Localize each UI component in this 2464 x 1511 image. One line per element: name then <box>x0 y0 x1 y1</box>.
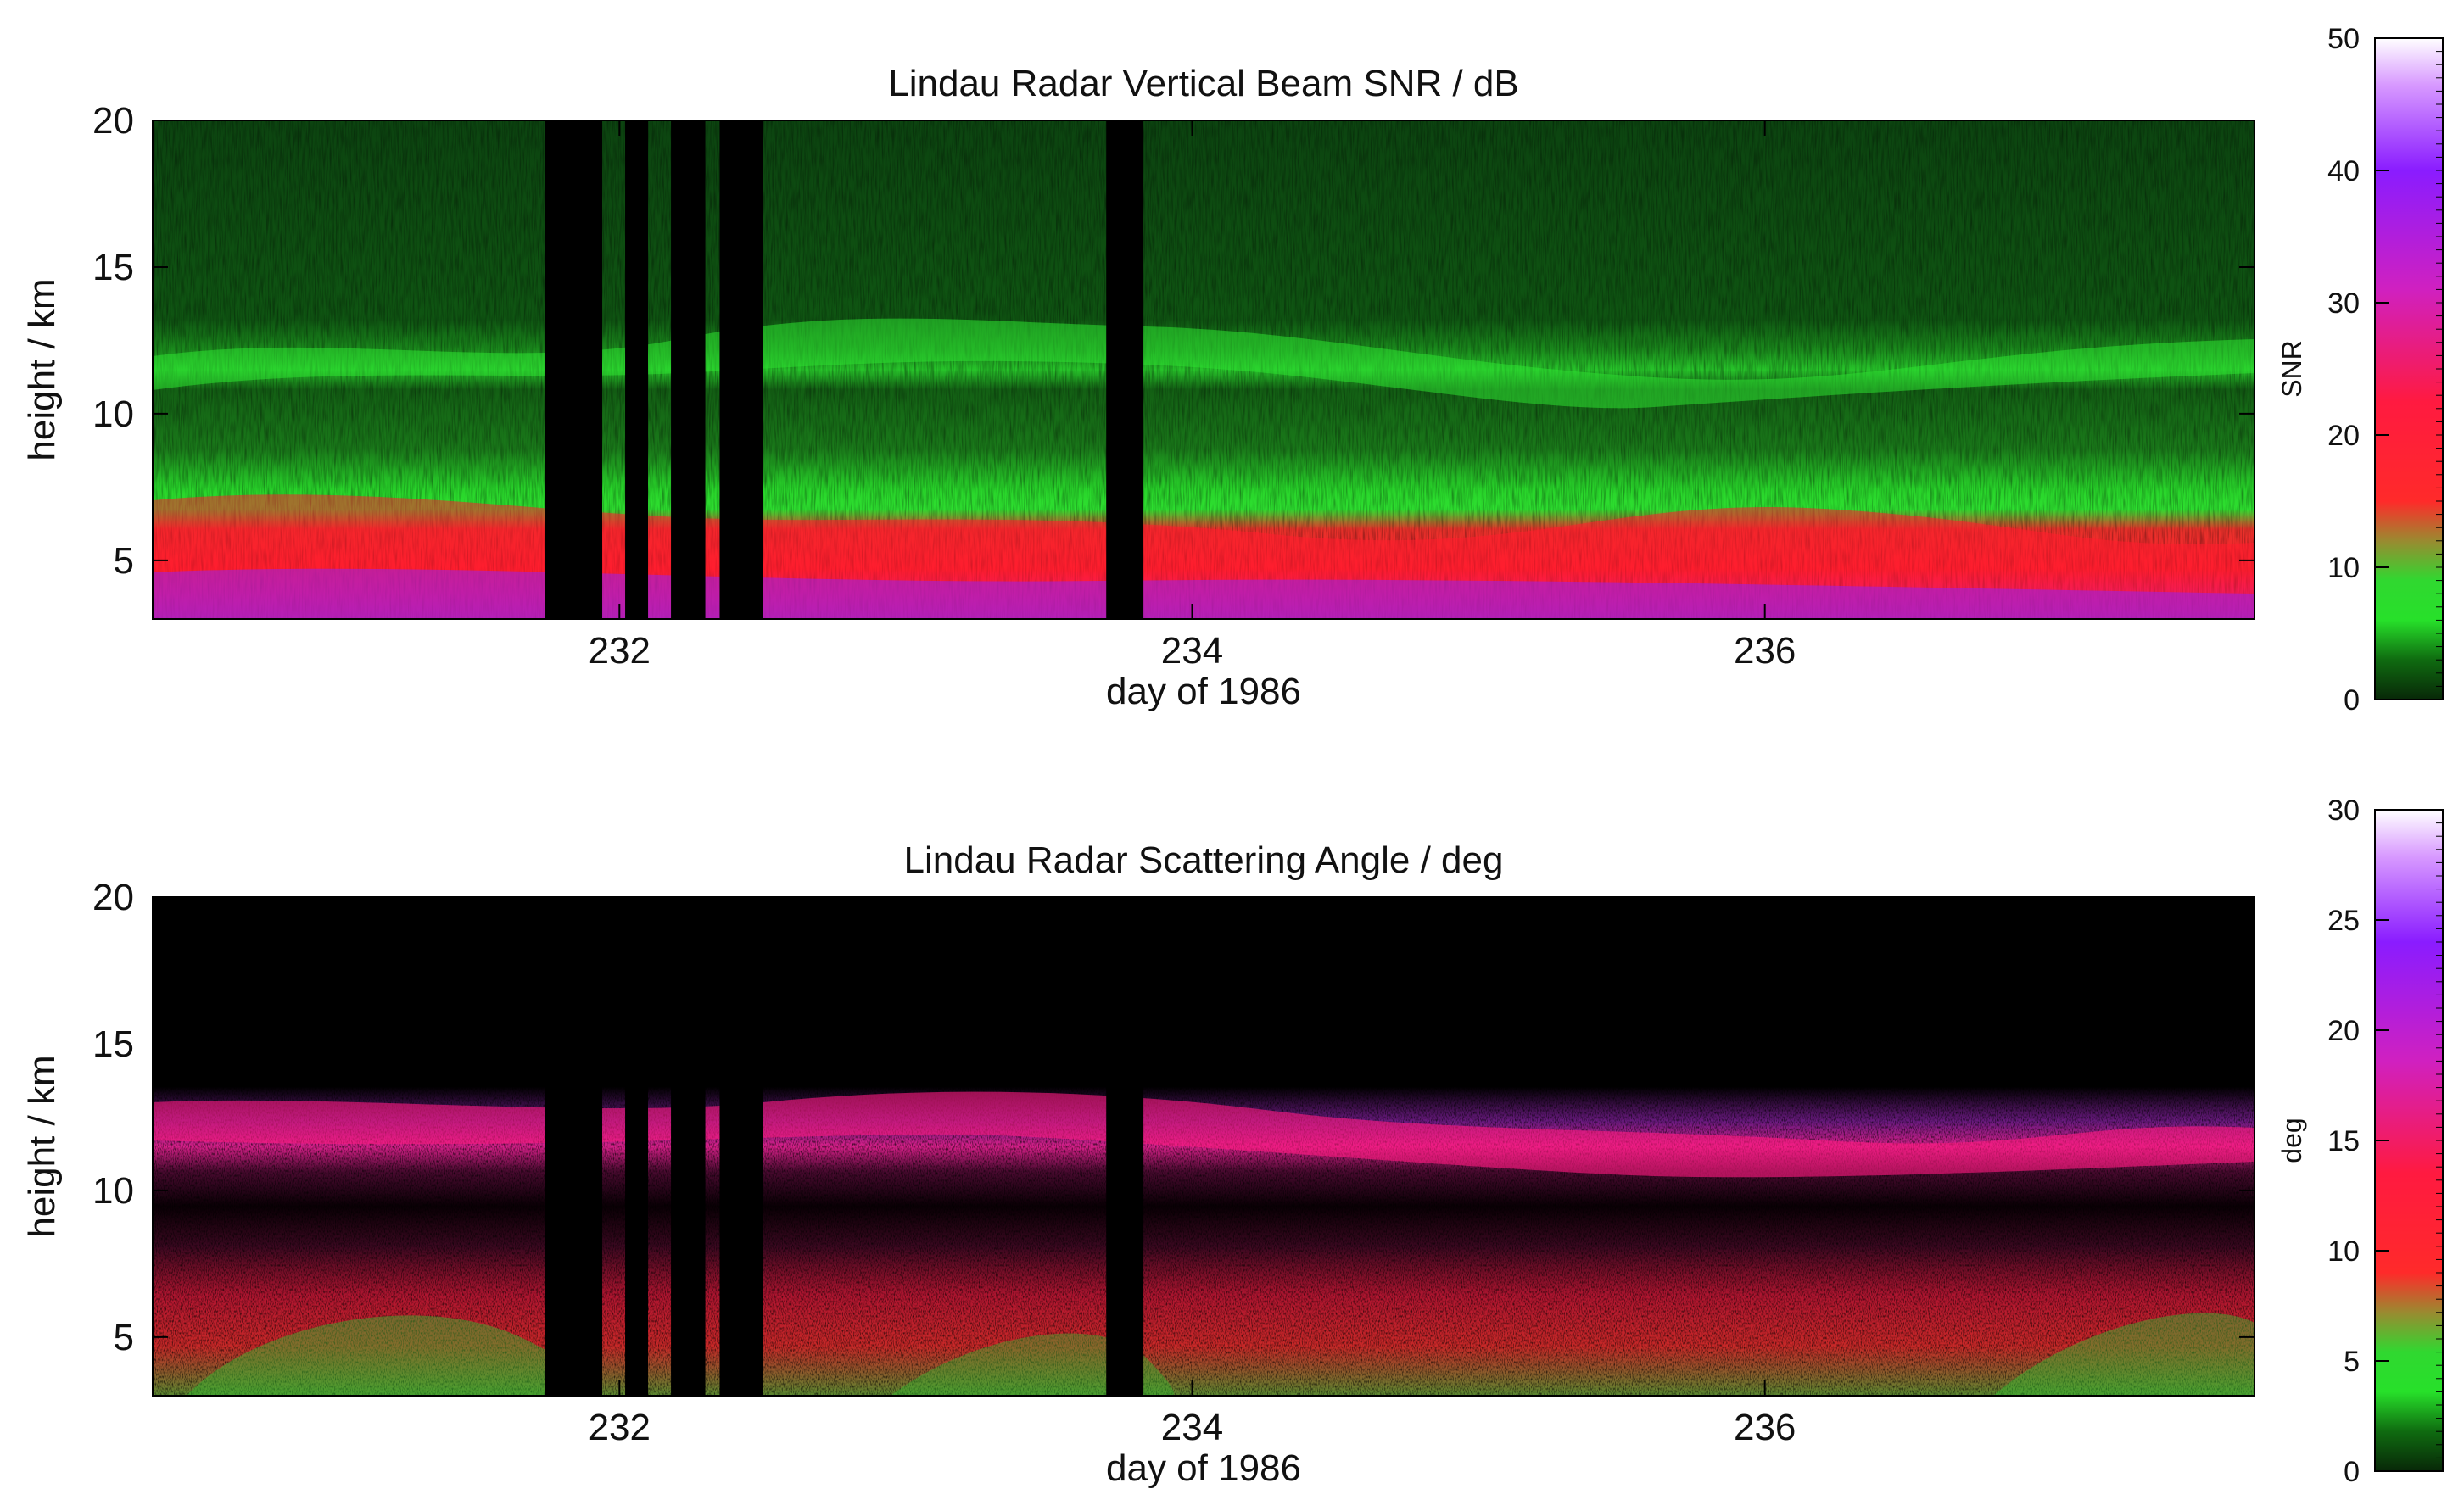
snr-data-gap <box>671 120 706 619</box>
snr-x-tick-label: 236 <box>1734 630 1796 672</box>
snr-y-tick-label: 5 <box>114 540 134 582</box>
snr-x-axis: 232 234 236 <box>589 120 1796 672</box>
snr-data-gap <box>545 120 603 619</box>
angle-x-axis: 232 234 236 <box>589 897 1796 1448</box>
snr-colorbar-ticks: 0 10 20 30 40 50 <box>2327 23 2443 716</box>
snr-y-tick-label: 15 <box>92 247 134 288</box>
angle-colorbar-tick-label: 30 <box>2327 795 2360 827</box>
angle-heatmap <box>153 897 2254 1396</box>
snr-x-tick-label: 234 <box>1161 630 1223 672</box>
snr-x-tick-label: 232 <box>589 630 651 672</box>
angle-colorbar-tick-label: 15 <box>2327 1125 2360 1157</box>
angle-data-gaps <box>545 897 1144 1396</box>
snr-y-axis-label: height / km <box>21 278 63 460</box>
angle-colorbar-tick-label: 25 <box>2327 905 2360 937</box>
snr-colorbar-tick-label: 50 <box>2327 23 2360 55</box>
snr-colorbar-tick-label: 30 <box>2327 287 2360 320</box>
snr-colorbar <box>2375 38 2443 700</box>
snr-data-gap <box>719 120 763 619</box>
angle-x-tick-label: 236 <box>1734 1407 1796 1448</box>
snr-plot-frame <box>152 120 2255 620</box>
angle-data-gap <box>625 897 649 1396</box>
snr-heatmap <box>153 120 2254 619</box>
angle-data-gap <box>1106 897 1144 1396</box>
angle-colorbar-tick-label: 20 <box>2327 1015 2360 1047</box>
angle-y-tick-label: 5 <box>114 1317 134 1358</box>
snr-colorbar-tick-label: 10 <box>2327 552 2360 584</box>
angle-x-tick-label: 234 <box>1161 1407 1223 1448</box>
angle-y-tick-label: 10 <box>92 1170 134 1212</box>
snr-colorbar-tick-label: 0 <box>2344 684 2360 716</box>
angle-y-tick-label: 15 <box>92 1023 134 1065</box>
snr-y-tick-label: 20 <box>92 100 134 142</box>
snr-data-gaps <box>545 120 1144 619</box>
angle-data-gap <box>671 897 706 1396</box>
angle-green-patch <box>891 1333 1174 1396</box>
snr-y-axis: 5 10 15 20 <box>92 100 2254 582</box>
angle-colorbar-label: deg <box>2277 1118 2307 1163</box>
angle-y-axis-label: height / km <box>21 1055 63 1237</box>
angle-green-patch <box>187 1315 600 1396</box>
snr-data-gap <box>1106 120 1144 619</box>
angle-plot-frame <box>152 896 2255 1397</box>
angle-x-tick-label: 232 <box>589 1407 651 1448</box>
angle-colorbar-tick-label: 10 <box>2327 1235 2360 1268</box>
angle-y-axis: 5 10 15 20 <box>92 877 2254 1358</box>
snr-panel-title: Lindau Radar Vertical Beam SNR / dB <box>888 63 1519 104</box>
angle-colorbar-tick-label: 5 <box>2344 1346 2360 1378</box>
snr-panel: Lindau Radar Vertical Beam SNR / dB 5 10 1… <box>21 23 2444 716</box>
angle-data-gap <box>719 897 763 1396</box>
angle-colorbar-ticks: 0 5 10 15 20 25 30 <box>2327 795 2443 1488</box>
angle-x-axis-label: day of 1986 <box>1106 1447 1301 1489</box>
snr-colorbar-tick-label: 20 <box>2327 420 2360 452</box>
snr-colorbar-label: SNR <box>2277 340 2307 398</box>
angle-data-gap <box>545 897 603 1396</box>
angle-y-tick-label: 20 <box>92 877 134 918</box>
angle-green-patch <box>1993 1313 2254 1396</box>
snr-colorbar-tick-label: 40 <box>2327 155 2360 187</box>
snr-x-axis-label: day of 1986 <box>1106 671 1301 712</box>
angle-panel: Lindau Radar Scattering Angle / deg 5 10 1… <box>21 795 2444 1489</box>
snr-y-tick-label: 10 <box>92 393 134 435</box>
angle-panel-title: Lindau Radar Scattering Angle / deg <box>904 839 1504 881</box>
snr-data-gap <box>625 120 649 619</box>
angle-colorbar-tick-label: 0 <box>2344 1456 2360 1488</box>
